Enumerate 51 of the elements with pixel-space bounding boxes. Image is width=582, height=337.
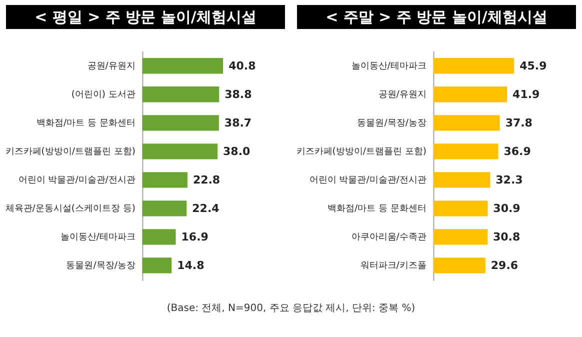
y-tick-label: 아쿠아리움/수족관	[351, 232, 426, 243]
data-label: 38.0	[223, 145, 251, 158]
data-label: 30.9	[493, 202, 520, 216]
chart-title: < 평일 > 주 방문 놀이/체험시설	[6, 5, 285, 29]
y-tick-label: 워터파크/키즈풀	[360, 260, 426, 272]
bar	[142, 172, 188, 188]
bar	[142, 258, 172, 274]
bar	[433, 200, 488, 216]
bar	[433, 58, 514, 74]
bar	[433, 144, 498, 160]
y-tick-label: 놀이동산/테마파크	[60, 232, 136, 243]
y-tick-label: 체육관/운동시설(스케이트장 등)	[5, 203, 136, 214]
chart-title: < 주말 > 주 방문 놀이/체험시설	[297, 5, 576, 29]
data-label: 32.3	[496, 174, 523, 187]
y-tick-label: 공원/유원지	[87, 60, 136, 72]
y-tick-label: 동물원/목장/농장	[357, 118, 426, 129]
y-tick-label: 공원/유원지	[378, 89, 426, 100]
bar	[142, 58, 224, 74]
data-label: 22.8	[192, 174, 220, 187]
y-tick-label: 백화점/마트 등 문화센터	[36, 118, 136, 129]
y-tick-label: 백화점/마트 등 문화센터	[327, 203, 426, 214]
data-label: 30.8	[493, 230, 520, 244]
data-label: 40.8	[228, 60, 256, 73]
y-tick-label: 키즈카페(방방이/트램플린 포함)	[296, 146, 426, 158]
y-tick-label: 놀이동산/테마파크	[351, 60, 426, 72]
y-tick-label: (어린이) 도서관	[71, 89, 136, 100]
data-label: 14.8	[177, 259, 204, 272]
bar	[433, 229, 488, 245]
bar	[433, 115, 500, 131]
y-tick-label: 어린이 박물관/미술관/전시관	[309, 174, 426, 186]
bar	[433, 258, 486, 274]
bar	[142, 200, 187, 216]
bar	[433, 86, 508, 102]
y-tick-label: 동물원/목장/농장	[66, 260, 136, 272]
data-label: 29.6	[490, 259, 518, 272]
y-tick-label: 키즈카페(방방이/트램플린 포함)	[5, 146, 136, 158]
data-label: 41.9	[512, 88, 540, 102]
data-label: 38.7	[224, 116, 252, 130]
data-label: 45.9	[520, 60, 547, 73]
bar	[142, 115, 219, 131]
text: (Base: 전체, N=900, 주요 응답값 제시, 단위: 중복 %)	[166, 302, 416, 315]
data-label: 36.9	[504, 145, 531, 158]
bar	[433, 172, 490, 188]
data-label: 16.9	[181, 230, 208, 244]
data-label: 37.8	[505, 116, 532, 130]
bar	[142, 144, 218, 160]
data-label: 22.4	[192, 202, 220, 216]
data-label: 38.8	[224, 88, 252, 102]
bar	[142, 86, 220, 102]
bar	[142, 229, 176, 245]
y-tick-label: 어린이 박물관/미술관/전시관	[18, 174, 136, 186]
